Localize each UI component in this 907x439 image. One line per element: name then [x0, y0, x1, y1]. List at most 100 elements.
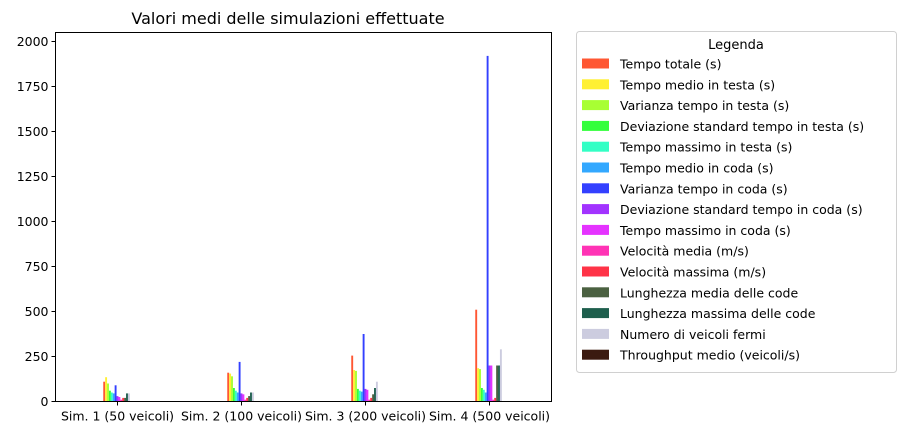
- legend-swatch: [582, 59, 609, 69]
- legend-label: Throughput medio (veicoli/s): [619, 348, 800, 363]
- bar: [118, 397, 120, 402]
- legend-label: Velocità media (m/s): [620, 244, 749, 259]
- bar: [124, 398, 126, 402]
- legend-label: Varianza tempo in coda (s): [620, 181, 788, 196]
- legend-swatch: [582, 267, 609, 277]
- bar: [477, 368, 479, 401]
- bar: [103, 382, 105, 402]
- bar: [126, 393, 128, 401]
- legend-title: Legenda: [708, 38, 764, 53]
- legend-label: Varianza tempo in testa (s): [620, 98, 789, 113]
- x-tick-label: Sim. 2 (100 veicoli): [181, 409, 302, 424]
- bar: [489, 366, 491, 402]
- legend-label: Tempo medio in coda (s): [619, 161, 774, 176]
- bar: [109, 391, 111, 402]
- bar: [500, 349, 502, 401]
- y-tick-label: 1000: [17, 214, 49, 229]
- bar: [233, 388, 235, 402]
- bar: [475, 310, 477, 402]
- bar: [241, 393, 243, 401]
- x-tick-label: Sim. 3 (200 veicoli): [305, 409, 426, 424]
- bar: [498, 366, 500, 402]
- bar: [237, 393, 239, 402]
- legend-swatch: [582, 225, 609, 235]
- y-tick-label: 2000: [17, 34, 49, 49]
- legend-swatch: [582, 142, 609, 152]
- y-axis: 0 250 500 750 1000 1250 1500 1750 2000: [17, 34, 56, 409]
- bar: [355, 371, 357, 402]
- x-tick-label: Sim. 4 (500 veicoli): [429, 409, 550, 424]
- bar: [487, 56, 489, 402]
- bar: [252, 393, 254, 402]
- y-tick-label: 1500: [17, 124, 49, 139]
- bar: [229, 374, 231, 402]
- y-tick-label: 1750: [17, 79, 49, 94]
- bar: [231, 376, 233, 401]
- bar: [372, 394, 374, 401]
- bar: [107, 384, 109, 402]
- bar: [361, 392, 363, 402]
- y-tick-label: 0: [41, 394, 49, 409]
- chart-title: Valori medi delle simulazioni effettuate: [131, 9, 444, 28]
- legend-swatch: [582, 308, 609, 318]
- legend-label: Deviazione standard tempo in coda (s): [620, 202, 863, 217]
- bar: [496, 366, 498, 402]
- x-axis: Sim. 1 (50 veicoli)Sim. 2 (100 veicoli)S…: [61, 402, 550, 424]
- bar: [117, 396, 119, 401]
- bar: [239, 362, 241, 402]
- legend-label: Deviazione standard tempo in testa (s): [620, 119, 864, 134]
- bar: [359, 391, 361, 402]
- bar: [490, 366, 492, 402]
- legend-swatch: [582, 79, 609, 89]
- bar: [374, 388, 376, 402]
- bar: [370, 398, 372, 402]
- legend-label: Tempo massimo in testa (s): [619, 140, 792, 155]
- y-tick-label: 500: [25, 304, 49, 319]
- y-tick-label: 250: [25, 349, 49, 364]
- bar: [105, 377, 107, 401]
- bar: [357, 389, 359, 402]
- legend-label: Tempo totale (s): [619, 57, 721, 72]
- bar: [376, 382, 378, 402]
- legend-swatch: [582, 204, 609, 214]
- bar: [111, 393, 113, 402]
- bar: [479, 369, 481, 401]
- y-tick-label: 750: [25, 259, 49, 274]
- bar: [483, 390, 485, 402]
- bar: [113, 393, 115, 401]
- bar: [235, 391, 237, 402]
- legend-swatch: [582, 183, 609, 193]
- bar: [351, 356, 353, 402]
- legend-swatch: [582, 121, 609, 131]
- legend-swatch: [582, 329, 609, 339]
- bar: [248, 396, 250, 401]
- legend-label: Velocità massima (m/s): [620, 265, 766, 280]
- bar: [365, 389, 367, 402]
- bar: [353, 370, 355, 402]
- legend-swatch: [582, 287, 609, 297]
- bar: [366, 390, 368, 402]
- legend-swatch: [582, 100, 609, 110]
- legend-label: Numero di veicoli fermi: [620, 327, 766, 342]
- bar: [122, 398, 124, 402]
- legend-label: Lunghezza massima delle code: [620, 306, 816, 321]
- bar: [246, 398, 248, 402]
- legend-swatch: [582, 350, 609, 360]
- legend: Legenda Tempo totale (s) Tempo medio in t…: [577, 32, 897, 373]
- x-tick-label: Sim. 1 (50 veicoli): [61, 409, 174, 424]
- bars-layer: [103, 56, 504, 402]
- legend-label: Lunghezza media delle code: [620, 285, 798, 300]
- bar: [494, 398, 496, 402]
- legend-label: Tempo massimo in coda (s): [619, 223, 791, 238]
- bar: [115, 385, 117, 401]
- legend-swatch: [582, 163, 609, 173]
- bar: [363, 334, 365, 402]
- y-tick-label: 1250: [17, 169, 49, 184]
- bar: [250, 393, 252, 402]
- bar: [128, 393, 130, 401]
- bar: [227, 373, 229, 402]
- bar: [485, 393, 487, 402]
- legend-label: Tempo medio in testa (s): [619, 77, 775, 92]
